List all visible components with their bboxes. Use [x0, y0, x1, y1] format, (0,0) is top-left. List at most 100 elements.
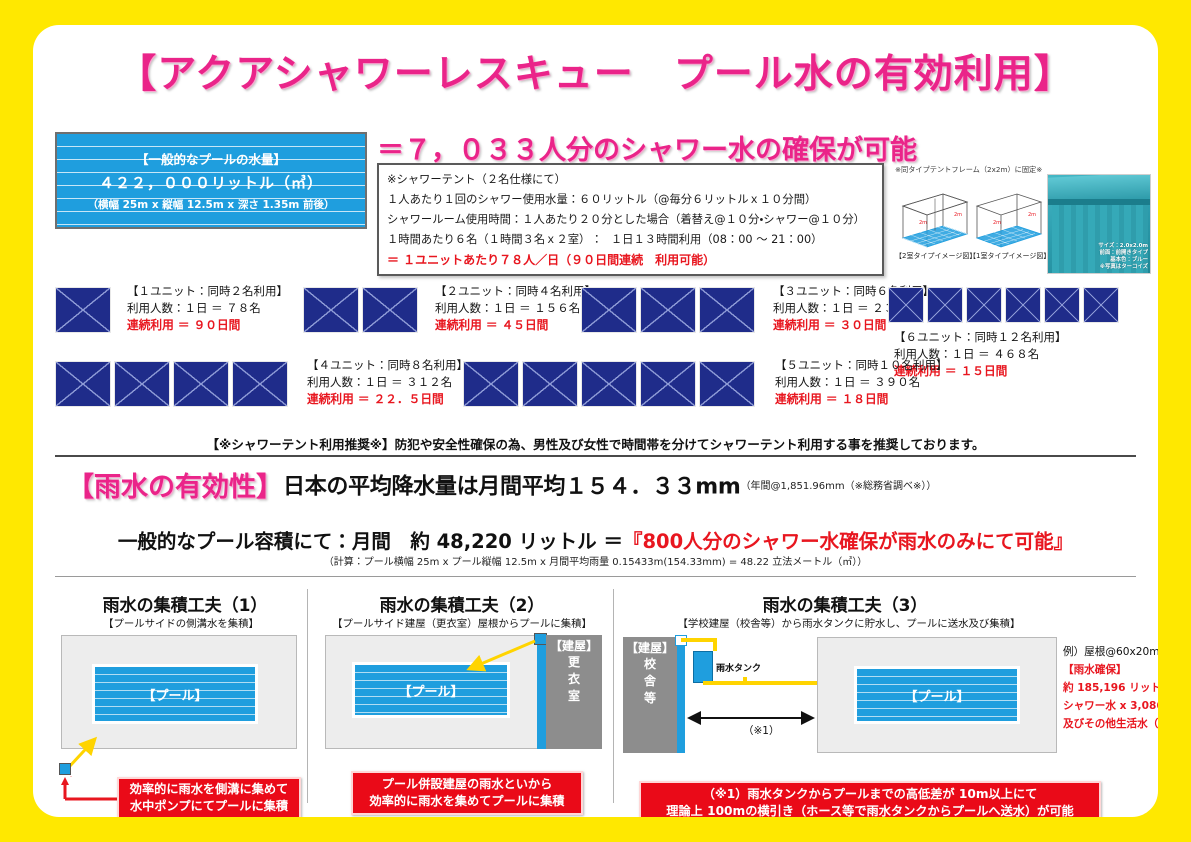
recommendation-banner: 【※シャワーテント利用推奨※】防犯や安全性確保の為、男性及び女性で時間帯を分けて…: [206, 437, 985, 452]
unit-tile: [303, 287, 359, 333]
panel-3-red-line-1: 理論上 100mの横引き（ホース等で雨水タンクからプールへ送水）が可能: [666, 804, 1074, 817]
unit-tile: [888, 287, 924, 323]
unit-capacity-grid: 【１ユニット：同時２名利用】 利用人数：１日 ＝ ７８名 連続利用 ＝ ９０日間…: [33, 283, 1158, 435]
unit-1-people: 利用人数：１日 ＝ ７８名: [127, 301, 261, 315]
divider-thick: [55, 455, 1136, 457]
unit-tile: [699, 361, 755, 407]
tent-caption-2room: 【2室タイプイメージ図】: [895, 252, 977, 260]
spec-line-5-highlight: ＝ １ユニットあたり７８人／日（９０日間連続 利用可能）: [387, 253, 716, 267]
unit-tile: [55, 287, 111, 333]
panel-1-pool: 【プール】: [92, 664, 258, 724]
unit-4-people: 利用人数：１日 ＝ ３１２名: [307, 375, 453, 389]
panel-divider-2: [613, 589, 614, 803]
poster-inner: 【アクアシャワーレスキュー プール水の有効利用】 【一般的なプールの水量】 ４２…: [33, 25, 1158, 817]
unit-4-text: 【４ユニット：同時８名利用】 利用人数：１日 ＝ ３１２名 連続利用 ＝ ２２．…: [307, 357, 468, 408]
unit-5-title: 【５ユニット：同時１０名利用】: [775, 358, 948, 372]
unit-tile: [581, 361, 637, 407]
panel-2-arrow-svg: [466, 639, 536, 672]
panel-3-building-char-0: 校: [643, 657, 656, 671]
unit-tile: [640, 287, 696, 333]
rain-summary-a: 一般的なプール容積にて：月間 約 48,220 リットル ＝: [117, 530, 623, 553]
panel-1-red-note: 効率的に雨水を側溝に集めて 水中ポンプにてプールに集積: [117, 777, 301, 817]
unit-3-days: 連続利用 ＝ ３０日間: [773, 318, 887, 332]
unit-tile: [927, 287, 963, 323]
panel-3-dimension-arrow: [687, 711, 815, 725]
panel-2-title: 雨水の集積工夫（2）: [379, 596, 545, 616]
rain-summary-b: 『800人分のシャワー水確保が雨水のみにて可能』: [622, 530, 1074, 553]
shower-capacity-headline: ＝７，０３３人分のシャワー水の確保が可能: [377, 135, 917, 166]
svg-text:2m: 2m: [993, 220, 1001, 226]
panel-3-downpipe: [677, 637, 685, 753]
shower-tent-spec-box: ※シャワーテント（２名仕様にて） １人あたり１回のシャワー使用水量：６０リットル…: [377, 163, 884, 276]
panel-2-building-title: 【建屋】: [549, 639, 598, 653]
unit-tile: [966, 287, 1002, 323]
panel-1-red-connector: [61, 777, 125, 801]
panel-1-red-line-1: 水中ポンプにてプールに集積: [129, 799, 289, 813]
panel-2-red-line-0: プール併設建屋の雨水といから: [381, 777, 553, 791]
panel-3-subtitle: 【学校建屋（校舎等）から雨水タンクに貯水し、プールに送水及び集積】: [677, 618, 1021, 630]
panel-2-diagram: 【プール】: [325, 635, 541, 749]
panel-3-red-note: （※1）雨水タンクからプールまでの高低差が 10m以上にて 理論上 100mの横…: [639, 781, 1101, 817]
unit-2-title: 【２ユニット：同時４名利用】: [435, 284, 596, 298]
unit-tile: [1083, 287, 1119, 323]
tent-photo: サイズ：2.0x2.0m 前面：前開きタイプ 基本色：ブルー ※写真はターコイズ: [1047, 174, 1151, 274]
panel-1-red-line-0: 効率的に雨水を側溝に集めて: [129, 782, 289, 796]
spec-line-3: シャワールーム使用時間：１人あたり２０分とした場合（着替え@１０分・シャワー@１…: [387, 213, 865, 226]
unit-1-title: 【１ユニット：同時２名利用】: [127, 284, 288, 298]
pool-volume-label: 【一般的なプールの水量】: [135, 152, 286, 167]
rain-calculation-note: （計算：プール横幅 25m x プール縦幅 12.5m x 月間平均雨量 0.1…: [323, 557, 868, 568]
unit-block-1: [55, 287, 114, 333]
rain-heading-black: 日本の平均降水量は月間平均１５４．３３mm: [283, 474, 741, 500]
svg-text:2m: 2m: [954, 212, 962, 218]
panel-3-note-r1: 【雨水確保】: [1063, 664, 1127, 676]
unit-tile: [232, 361, 288, 407]
unit-6-squares: [888, 287, 1122, 323]
svg-text:2m: 2m: [1028, 212, 1036, 218]
unit-6-days: 連続利用 ＝ １５日間: [894, 364, 1008, 378]
tent-frame-note: ※同タイプテントフレーム（2x2m）に固定※: [895, 165, 1043, 174]
tent-photo-line-0: サイズ：2.0x2.0m: [1098, 243, 1148, 249]
panel-2-building: 【建屋】 更 衣 室: [546, 635, 602, 749]
rain-summary-line: 一般的なプール容積にて：月間 約 48,220 リットル ＝『800人分のシャワ…: [33, 525, 1158, 554]
tent-photo-line-3: ※写真はターコイズ: [1099, 264, 1148, 270]
rain-heading: 【雨水の有効性】日本の平均降水量は月間平均１５４．３３mm（年間@1,851.9…: [67, 465, 1147, 504]
panel-3-building-char-1: 舎: [643, 674, 656, 688]
unit-block-5: [463, 361, 758, 407]
unit-2-people: 利用人数：１日 ＝ １５６名: [435, 301, 581, 315]
unit-block-4: [55, 361, 291, 407]
unit-tile: [463, 361, 519, 407]
tent-body: [1052, 205, 1148, 273]
panel-3-building-title: 【建屋】: [625, 641, 674, 655]
panel-1-subtitle: 【プールサイドの側溝水を集積】: [103, 618, 259, 630]
unit-2-days: 連続利用 ＝ ４５日間: [435, 318, 549, 332]
divider-thin: [55, 576, 1136, 577]
panel-1-arrow-svg: [62, 736, 98, 777]
unit-tile: [1005, 287, 1041, 323]
unit-5-text: 【５ユニット：同時１０名利用】 利用人数：１日 ＝ ３９０名 連続利用 ＝ １８…: [775, 357, 948, 408]
unit-6-title: 【６ユニット：同時１２名利用】: [894, 330, 1067, 344]
rain-heading-small: （年間@1,851.96mm（※総務省調べ※））: [740, 481, 937, 492]
unit-tile: [114, 361, 170, 407]
spec-line-2: １人あたり１回のシャワー使用水量：６０リットル（@毎分６リットルｘ１０分間）: [387, 193, 817, 206]
unit-6-text: 【６ユニット：同時１２名利用】 利用人数：１日 ＝ ４６８名 連続利用 ＝ １５…: [894, 329, 1067, 380]
pool-volume-box: 【一般的なプールの水量】 ４２２，０００リットル（㎥） （横幅 25m x 縦幅…: [55, 132, 367, 229]
spec-line-4: １時間あたり６名（１時間３名ｘ２室） ： １日１３時間利用（08：00 ～ 21…: [387, 233, 823, 246]
panel-3-title: 雨水の集積工夫（3）: [762, 596, 928, 616]
tent-frame-svg: 2m 2m 2m 2m: [901, 193, 1043, 248]
unit-tile: [55, 361, 111, 407]
unit-4-days: 連続利用 ＝ ２２．５日間: [307, 392, 444, 406]
unit-1-days: 連続利用 ＝ ９０日間: [127, 318, 241, 332]
rain-heading-pink: 【雨水の有効性】: [67, 472, 283, 503]
unit-4-title: 【４ユニット：同時８名利用】: [307, 358, 468, 372]
panel-1-title: 雨水の集積工夫（1）: [102, 596, 268, 616]
panel-3-building-char-2: 等: [643, 691, 656, 705]
unit-4-squares: [55, 361, 291, 407]
panel-3-tank-label: 雨水タンク: [716, 664, 762, 674]
panel-3-note-r4: 及びその他生活水（浄水）: [1063, 718, 1158, 730]
panel-2-building-char-1: 衣: [567, 672, 580, 686]
tent-caption-1room: 【1室タイプイメージ図】: [969, 252, 1051, 260]
panel-3-diagram: 【プール】: [817, 637, 1057, 753]
panel-2-pool: 【プール】: [352, 662, 510, 718]
unit-5-days: 連続利用 ＝ １８日間: [775, 392, 889, 406]
unit-tile: [173, 361, 229, 407]
